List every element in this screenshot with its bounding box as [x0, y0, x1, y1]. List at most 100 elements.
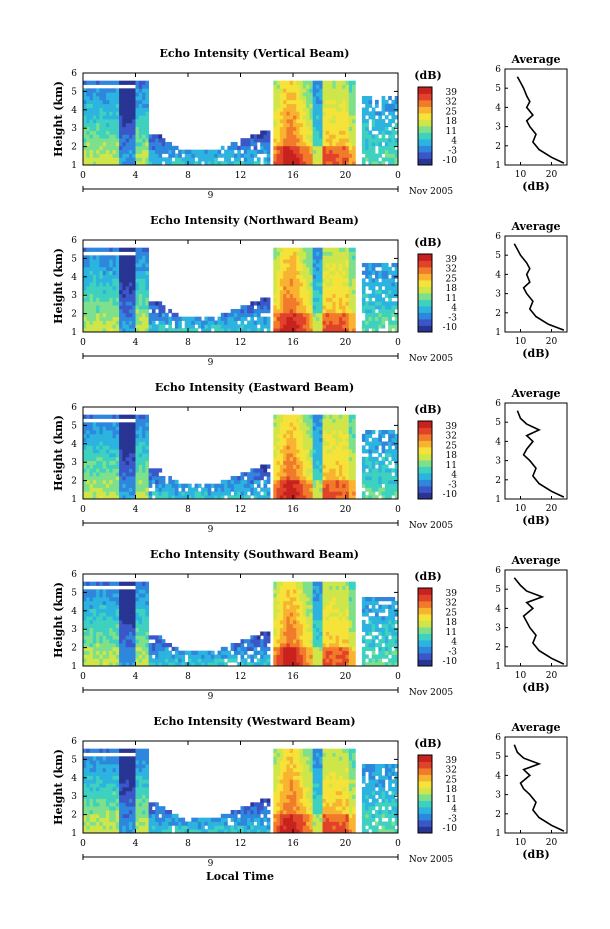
average-y-tick-label: 3	[495, 457, 501, 467]
heatmap-cell	[293, 255, 297, 260]
heatmap-cell	[217, 491, 222, 496]
heatmap-cell	[99, 581, 104, 586]
heatmap-cell	[89, 255, 94, 260]
heatmap-cell	[119, 608, 123, 613]
heatmap-cell	[342, 453, 346, 458]
heatmap-cell	[119, 414, 123, 419]
heatmap-cell	[361, 96, 366, 101]
heatmap-cell	[309, 328, 314, 333]
heatmap-cell	[348, 96, 353, 101]
panel-4: Echo Intensity (Southward Beam)123456Hei…	[52, 548, 568, 702]
heatmap-cell	[306, 88, 310, 93]
heatmap-cell	[348, 414, 353, 419]
heatmap-cell	[138, 84, 143, 89]
heatmap-cell	[329, 161, 333, 166]
heatmap-cell	[253, 142, 258, 147]
heatmap-cell	[250, 312, 255, 318]
heatmap-cell	[122, 479, 127, 485]
heatmap-cell	[92, 255, 97, 260]
heatmap-cell	[315, 251, 320, 256]
heatmap-cell	[296, 430, 300, 435]
heatmap-cell	[342, 247, 346, 252]
average-title: Average	[510, 387, 560, 400]
heatmap-cell	[132, 115, 136, 120]
heatmap-cell	[384, 153, 389, 158]
heatmap-cell	[102, 88, 107, 93]
heatmap-cell	[378, 122, 382, 128]
heatmap-cell	[145, 422, 150, 427]
heatmap-cell	[338, 316, 343, 321]
heatmap-cell	[105, 422, 110, 427]
heatmap-cell	[145, 297, 150, 302]
heatmap-cell	[338, 433, 343, 439]
heatmap-cell	[148, 635, 153, 640]
heatmap-cell	[352, 328, 356, 333]
heatmap-cell	[115, 153, 120, 158]
heatmap-cell	[394, 122, 399, 128]
heatmap-cell	[378, 270, 382, 275]
heatmap-cell	[335, 472, 340, 477]
heatmap-cell	[388, 472, 392, 477]
heatmap-cell	[352, 430, 356, 435]
heatmap-cell	[276, 453, 281, 458]
heatmap-cell	[142, 130, 146, 135]
heatmap-cell	[381, 282, 386, 287]
heatmap-cell	[378, 145, 382, 151]
heatmap-cell	[388, 460, 392, 465]
heatmap-cell	[293, 153, 297, 158]
heatmap-cell	[151, 650, 156, 655]
heatmap-cell	[312, 437, 317, 442]
heatmap-cell	[335, 426, 340, 431]
heatmap-cell	[348, 134, 353, 139]
heatmap-cell	[315, 88, 320, 93]
heatmap-cell	[296, 99, 300, 105]
heatmap-cell	[342, 103, 346, 108]
heatmap-cell	[115, 316, 120, 321]
heatmap-cell	[201, 324, 205, 329]
heatmap-cell	[83, 145, 87, 151]
heatmap-cell	[89, 88, 94, 93]
heatmap-cell	[142, 270, 146, 275]
heatmap-cell	[220, 662, 225, 667]
heatmap-cell	[122, 312, 127, 318]
heatmap-cell	[365, 495, 369, 500]
heatmap-cell	[96, 328, 100, 333]
heatmap-cell	[335, 134, 340, 139]
heatmap-cell	[86, 119, 90, 124]
heatmap-cell	[289, 620, 294, 625]
heatmap-cell	[135, 483, 140, 488]
heatmap-cell	[365, 456, 369, 462]
heatmap-cell	[322, 491, 327, 496]
heatmap-cell	[345, 251, 350, 256]
heatmap-cell	[293, 92, 297, 97]
heatmap-cell	[309, 316, 314, 321]
heatmap-cell	[329, 282, 333, 287]
heatmap-cell	[125, 581, 130, 586]
heatmap-cell	[233, 145, 238, 151]
heatmap-cell	[220, 153, 225, 158]
heatmap-cell	[273, 130, 277, 135]
heatmap-cell	[210, 320, 215, 325]
heatmap-cell	[83, 259, 87, 264]
heatmap-cell	[283, 654, 287, 659]
heatmap-cell	[125, 324, 130, 329]
heatmap-cell	[348, 422, 353, 427]
heatmap-cell	[332, 328, 337, 333]
heatmap-cell	[338, 487, 343, 492]
heatmap-cell	[99, 266, 104, 272]
colorbar-tick-label: 4	[451, 304, 457, 314]
heatmap-cell	[312, 88, 317, 93]
heatmap-cell	[243, 491, 248, 496]
heatmap-cell	[201, 153, 205, 158]
heatmap-cell	[293, 328, 297, 333]
heatmap-cell	[335, 422, 340, 427]
heatmap-cell	[322, 247, 327, 252]
heatmap-cell	[86, 453, 90, 458]
heatmap-cell	[204, 654, 209, 659]
heatmap-cell	[273, 312, 277, 318]
heatmap-cell	[132, 468, 136, 473]
heatmap-cell	[289, 309, 294, 314]
heatmap-cell	[391, 437, 396, 442]
heatmap-cell	[145, 96, 150, 101]
heatmap-cell	[332, 418, 337, 423]
